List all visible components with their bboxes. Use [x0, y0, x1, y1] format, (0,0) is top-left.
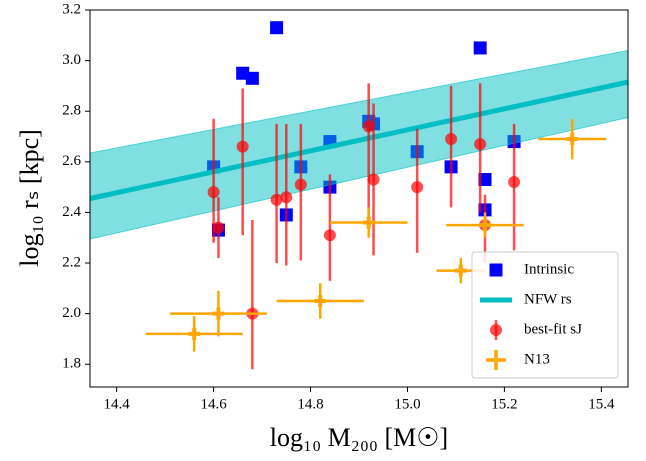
x-axis-label: log₁₀ M₂₀₀ [M☉] [270, 423, 448, 452]
y-tick-label: 2.8 [62, 103, 81, 119]
x-tick-label: 15.2 [491, 396, 517, 412]
plus-marker [188, 327, 201, 340]
circle-marker [212, 221, 225, 234]
plus-marker [566, 133, 579, 146]
square-marker [245, 71, 259, 85]
x-tick-label: 15.0 [394, 396, 420, 412]
x-tick-label: 14.4 [104, 396, 131, 412]
x-tick-label: 14.6 [200, 396, 227, 412]
y-tick-label: 2.4 [62, 204, 81, 220]
y-tick-label: 2.0 [62, 305, 81, 321]
plus-marker [454, 264, 467, 277]
y-axis-label: log₁₀ rₛ [kpc] [15, 129, 44, 267]
legend-label: NFW rs [524, 291, 572, 307]
plus-marker [314, 294, 327, 307]
circle-marker [207, 186, 220, 199]
circle-marker [270, 193, 283, 206]
y-tick-label: 2.6 [62, 153, 81, 169]
legend-label: best-fit sJ [524, 321, 582, 337]
circle-marker [294, 178, 307, 191]
circle-marker [367, 173, 380, 186]
y-tick-label: 3.2 [62, 1, 81, 17]
square-marker [478, 173, 492, 187]
y-tick-label: 2.2 [62, 254, 81, 270]
legend-swatch [489, 263, 503, 277]
legend-box [471, 251, 619, 379]
x-tick-label: 14.8 [297, 396, 323, 412]
plus-marker [362, 216, 375, 229]
legend-swatch [486, 350, 506, 370]
square-marker [270, 21, 284, 35]
circle-marker [362, 120, 375, 133]
legend-label: Intrinsic [524, 261, 574, 277]
square-marker [473, 41, 487, 55]
plus-marker [212, 307, 225, 320]
plot-frame [89, 9, 629, 388]
y-tick-label: 3.0 [62, 52, 81, 68]
circle-marker [411, 181, 424, 194]
line [89, 79, 629, 201]
x-tick-label: 15.4 [588, 396, 615, 412]
circle-marker [280, 191, 293, 204]
marks [89, 21, 629, 370]
legend-label: N13 [524, 351, 550, 367]
circle-marker [445, 133, 458, 146]
circle-marker [236, 140, 249, 153]
circle-marker [474, 138, 487, 151]
y-tick-label: 1.8 [62, 356, 81, 372]
plus-marker [479, 219, 492, 232]
legend-swatch [490, 324, 502, 336]
circle-marker [508, 176, 521, 189]
circle-marker [323, 229, 336, 242]
